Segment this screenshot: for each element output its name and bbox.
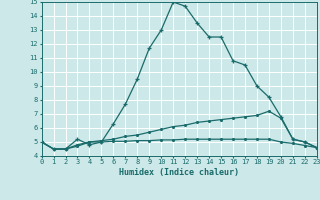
X-axis label: Humidex (Indice chaleur): Humidex (Indice chaleur) [119,168,239,177]
